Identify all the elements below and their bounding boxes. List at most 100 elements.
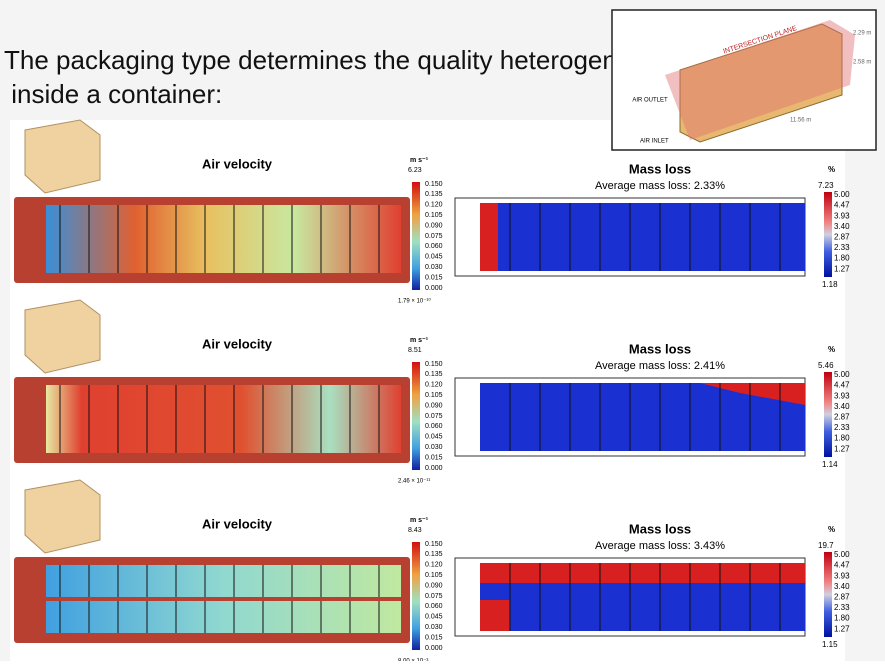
colorbar-min: 1.15 [822, 640, 838, 649]
colorbar-tick: 0.150 [425, 541, 443, 548]
colorbar-min: 2.46 × 10⁻¹¹ [398, 479, 430, 485]
colorbar-tick: 5.00 [834, 370, 850, 379]
inset-label: 2.58 m [853, 60, 871, 66]
colorbar [412, 182, 420, 290]
colorbar-min: 1.14 [822, 460, 838, 469]
title-text: The packaging type determines the qualit… [4, 45, 657, 75]
colorbar-max: 8.43 [408, 527, 422, 534]
colorbar-tick: 0.015 [425, 454, 443, 461]
colorbar-tick: 0.000 [425, 285, 443, 292]
colorbar-tick: 0.015 [425, 274, 443, 281]
colorbar-tick: 0.045 [425, 434, 443, 441]
colorbar-unit: m s⁻¹ [410, 517, 429, 524]
colorbar-tick: 3.40 [834, 402, 850, 411]
colorbar-tick: 0.045 [425, 614, 443, 621]
colorbar-tick: 1.80 [834, 614, 850, 623]
inset-label: 2.29 m [853, 31, 871, 37]
colorbar-unit: m s⁻¹ [410, 157, 429, 164]
colorbar-tick: 1.27 [834, 444, 850, 453]
colorbar-tick: 0.135 [425, 551, 443, 558]
title-text: inside a container: [4, 79, 222, 109]
colorbar-tick: 0.000 [425, 465, 443, 472]
colorbar-max: 6.23 [408, 167, 422, 174]
colorbar-tick: 0.075 [425, 233, 443, 240]
colorbar-max: 5.46 [818, 361, 834, 370]
colorbar-max: 8.51 [408, 347, 422, 354]
colorbar-tick: 0.045 [425, 254, 443, 261]
panel-title: Air velocity [202, 156, 273, 171]
colorbar-tick: 3.40 [834, 582, 850, 591]
colorbar-tick: 0.000 [425, 645, 443, 652]
colorbar-tick: 5.00 [834, 550, 850, 559]
colorbar-tick: 4.47 [834, 381, 850, 390]
colorbar [412, 362, 420, 470]
colorbar-tick: 0.135 [425, 191, 443, 198]
velocity-field [46, 385, 401, 453]
inset-label: 11.56 m [790, 118, 811, 124]
inset-label: AIR INLET [640, 139, 669, 145]
colorbar [412, 542, 420, 650]
colorbar-min: 1.18 [822, 280, 838, 289]
colorbar-tick: 0.120 [425, 202, 443, 209]
colorbar-unit: % [828, 345, 835, 354]
panel-title: Mass loss [629, 161, 691, 176]
colorbar [824, 192, 832, 277]
colorbar [824, 372, 832, 457]
panel-title: Mass loss [629, 521, 691, 536]
colorbar-max: 19.7 [818, 541, 834, 550]
colorbar-tick: 0.120 [425, 562, 443, 569]
colorbar-tick: 4.47 [834, 201, 850, 210]
colorbar-tick: 3.93 [834, 391, 850, 400]
colorbar-unit: % [828, 165, 835, 174]
colorbar-tick: 2.33 [834, 423, 850, 432]
colorbar-tick: 0.150 [425, 361, 443, 368]
colorbar-tick: 0.030 [425, 624, 443, 631]
colorbar-tick: 0.060 [425, 243, 443, 250]
inset: INTERSECTION PLANE 2.29 m 2.58 m AIR OUT… [612, 10, 876, 150]
colorbar-tick: 0.105 [425, 212, 443, 219]
velocity-field [46, 205, 401, 273]
colorbar-tick: 1.27 [834, 624, 850, 633]
colorbar-min: 1.79 × 10⁻¹⁰ [398, 298, 431, 305]
colorbar-tick: 0.030 [425, 444, 443, 451]
colorbar-tick: 0.105 [425, 572, 443, 579]
colorbar-tick: 2.33 [834, 243, 850, 252]
colorbar-tick: 0.090 [425, 402, 443, 409]
hot-zone [480, 563, 805, 583]
colorbar-tick: 0.060 [425, 423, 443, 430]
package-icon [25, 480, 100, 553]
average-label: Average mass loss: 2.33% [595, 180, 725, 192]
average-label: Average mass loss: 2.41% [595, 360, 725, 372]
colorbar-tick: 3.40 [834, 222, 850, 231]
colorbar-tick: 1.80 [834, 254, 850, 263]
package-icon [25, 300, 100, 373]
average-label: Average mass loss: 3.43% [595, 540, 725, 552]
colorbar-tick: 5.00 [834, 190, 850, 199]
colorbar-tick: 0.030 [425, 264, 443, 271]
colorbar-tick: 3.93 [834, 211, 850, 220]
colorbar-tick: 4.47 [834, 561, 850, 570]
colorbar-tick: 0.120 [425, 382, 443, 389]
colorbar-tick: 0.015 [425, 634, 443, 641]
colorbar-tick: 0.060 [425, 603, 443, 610]
package-icon [25, 120, 100, 193]
colorbar-tick: 1.80 [834, 434, 850, 443]
inset-label: AIR OUTLET [632, 98, 668, 104]
colorbar-tick: 0.090 [425, 222, 443, 229]
panel-title: Air velocity [202, 336, 273, 351]
slide: The packaging type determines the qualit… [0, 0, 885, 661]
colorbar-unit: m s⁻¹ [410, 337, 429, 344]
colorbar [824, 552, 832, 637]
colorbar-unit: % [828, 525, 835, 534]
colorbar-tick: 1.27 [834, 264, 850, 273]
colorbar-tick: 0.135 [425, 371, 443, 378]
colorbar-tick: 0.150 [425, 181, 443, 188]
colorbar-tick: 2.87 [834, 413, 850, 422]
panel-title: Mass loss [629, 341, 691, 356]
hot-zone [480, 203, 498, 271]
colorbar-tick: 2.87 [834, 593, 850, 602]
colorbar-tick: 2.87 [834, 233, 850, 242]
colorbar-tick: 3.93 [834, 571, 850, 580]
panel-title: Air velocity [202, 516, 273, 531]
colorbar-tick: 0.105 [425, 392, 443, 399]
